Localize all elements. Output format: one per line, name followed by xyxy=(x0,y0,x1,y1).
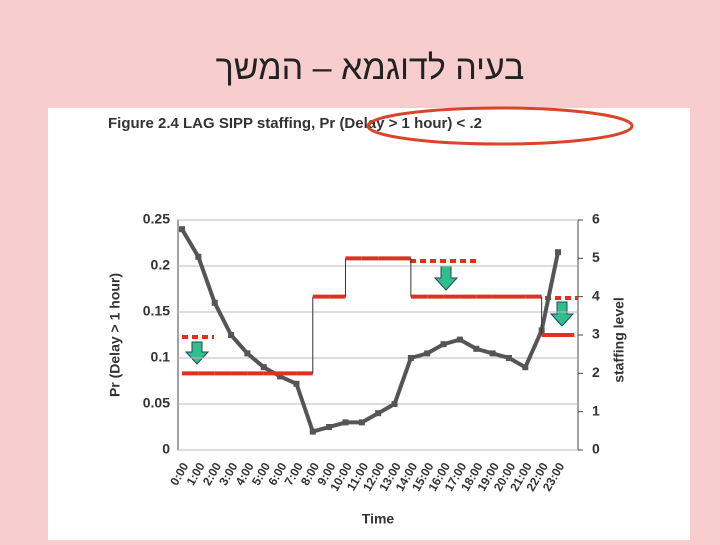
delay-point xyxy=(489,350,496,357)
delay-point xyxy=(555,249,561,256)
arrow-down xyxy=(433,265,459,291)
delay-point xyxy=(309,428,316,435)
delay-point xyxy=(211,299,218,306)
figure-title: Figure 2.4 LAG SIPP staffing, Pr (Delay … xyxy=(108,115,482,132)
y2-tick-label: 3 xyxy=(592,326,600,342)
delay-point xyxy=(277,373,284,380)
delay-point xyxy=(391,401,398,407)
y2-tick-label: 2 xyxy=(592,364,600,380)
y-tick-label: 0.2 xyxy=(151,257,171,273)
slide-title: בעיה לדוגמא – המשך xyxy=(216,49,525,87)
delay-point xyxy=(407,355,414,361)
delay-point xyxy=(473,345,480,352)
delay-point xyxy=(456,336,463,343)
highlight-ellipse xyxy=(366,106,634,146)
y-axis-label: Pr (Delay > 1 hour) xyxy=(107,273,123,397)
delay-point xyxy=(522,364,529,371)
delay-point xyxy=(505,355,512,361)
annotations xyxy=(182,259,578,365)
delay-point xyxy=(440,341,447,348)
delay-point xyxy=(326,424,333,430)
delay-point xyxy=(358,419,365,426)
delay-point xyxy=(244,350,251,357)
y2-tick-label: 0 xyxy=(592,441,600,457)
delay-point xyxy=(293,380,300,387)
delay-point xyxy=(424,350,431,357)
delay-point xyxy=(179,226,185,233)
y-tick-label: 0.05 xyxy=(143,395,170,411)
arrow-down xyxy=(549,301,575,327)
y-tick-label: 0.15 xyxy=(143,303,170,319)
delay-point xyxy=(375,410,382,417)
figure-bg xyxy=(48,108,690,540)
y2-tick-label: 6 xyxy=(592,211,600,227)
y2-axis-label: staffing level xyxy=(611,297,627,383)
y-tick-label: 0.25 xyxy=(143,211,170,227)
x-axis-label: Time xyxy=(362,511,395,527)
y-tick-label: 0.1 xyxy=(151,349,171,365)
delay-point xyxy=(260,364,267,371)
delay-point xyxy=(342,419,349,426)
delay-point xyxy=(195,253,202,260)
y2-tick-label: 4 xyxy=(592,287,600,303)
delay-point xyxy=(228,332,235,338)
y2-tick-label: 1 xyxy=(592,402,600,418)
y-tick-label: 0 xyxy=(162,441,170,457)
y2-tick-label: 5 xyxy=(592,249,600,265)
